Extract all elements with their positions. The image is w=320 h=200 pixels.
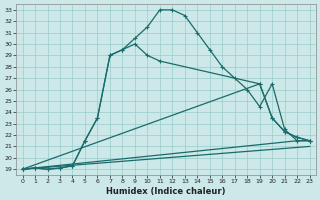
X-axis label: Humidex (Indice chaleur): Humidex (Indice chaleur) (106, 187, 226, 196)
